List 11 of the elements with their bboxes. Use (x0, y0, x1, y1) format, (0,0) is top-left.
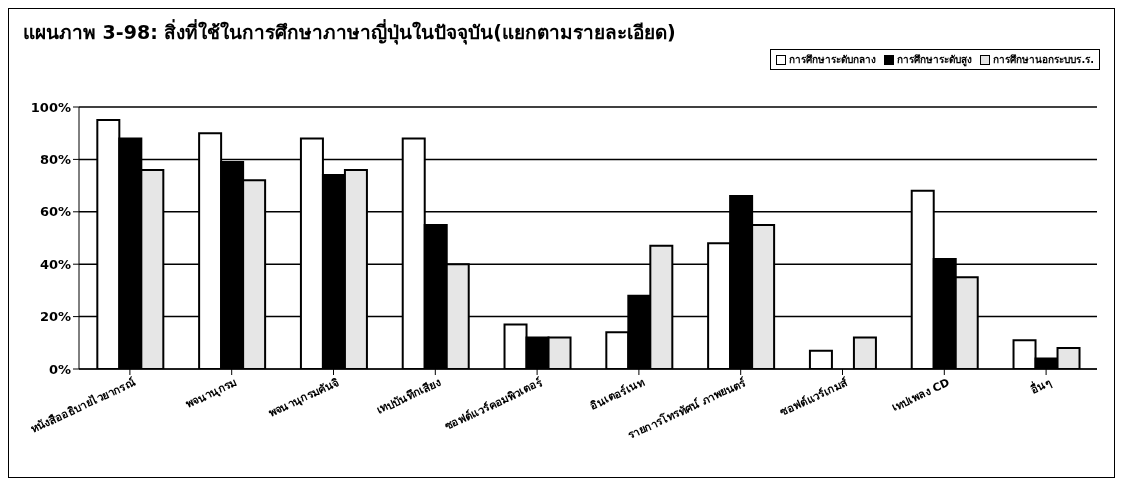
y-tick-label: 100% (30, 99, 71, 115)
y-tick-label: 60% (39, 204, 71, 220)
y-tick-label: 20% (39, 309, 71, 325)
x-tick-label: อื่นๆ (1028, 374, 1054, 397)
y-tick-label: 80% (39, 152, 71, 168)
legend-label: การศึกษานอกระบบร.ร. (992, 53, 1094, 67)
y-tick-label: 40% (39, 256, 71, 272)
legend-label: การศึกษาระดับกลาง (788, 53, 877, 67)
chart-title: แผนภาพ 3-98: สิ่งที่ใช้ในการศึกษาภาษาญี่ปุ่นในปัจจุบัน(แยกตามรายละเอียด) (23, 18, 676, 47)
y-tick-label: 0% (48, 361, 71, 377)
legend-label: การศึกษาระดับสูง (896, 53, 973, 67)
